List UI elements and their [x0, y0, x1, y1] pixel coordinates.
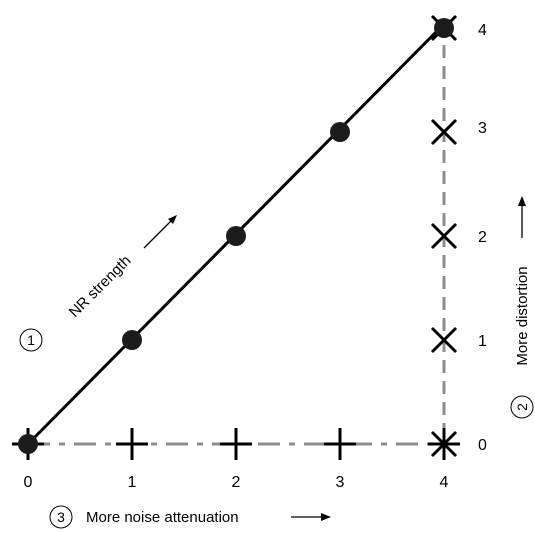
annotation-label: More noise attenuation	[86, 509, 239, 526]
annotation-number: 2	[514, 403, 530, 411]
annotation-label: NR strength	[66, 252, 135, 321]
plus-marker	[116, 428, 148, 460]
dot-marker	[434, 18, 454, 38]
plus-marker	[324, 428, 356, 460]
annotation-number-circle	[49, 505, 73, 529]
x-marker	[430, 326, 458, 354]
y-tick-label: 4	[478, 22, 487, 39]
y-tick-label: 2	[478, 229, 487, 246]
dot-marker	[18, 434, 38, 454]
annotation-number-circle	[19, 328, 43, 352]
x-marker	[430, 222, 458, 250]
annotation-number: 1	[27, 332, 35, 348]
arrow-icon	[143, 215, 177, 249]
x-tick-label: 4	[440, 474, 449, 491]
x-marker	[430, 430, 458, 458]
annotation-number-circle	[510, 395, 534, 419]
x-tick-label: 1	[128, 474, 137, 491]
dot-markers	[18, 18, 454, 454]
x-marker	[430, 118, 458, 146]
dot-marker	[330, 122, 350, 142]
x-tick-label: 2	[232, 474, 241, 491]
y-tick-label: 0	[478, 437, 487, 454]
x-tick-label: 3	[336, 474, 345, 491]
x-tick-label: 0	[24, 474, 33, 491]
y-tick-label: 1	[478, 333, 487, 350]
arrow-icon	[291, 513, 331, 521]
plus-marker	[220, 428, 252, 460]
y-tick-label: 3	[478, 120, 487, 137]
arrow-icon	[518, 196, 526, 238]
annotation-number: 3	[57, 509, 65, 525]
annotation-more-distortion: 2 More distortion	[510, 196, 534, 419]
annotation-label: More distortion	[514, 266, 531, 365]
dot-marker	[122, 330, 142, 350]
annotation-nr-strength: 1 NR strength	[19, 215, 177, 352]
dot-marker	[226, 226, 246, 246]
annotation-more-noise-attenuation: 3 More noise attenuation	[49, 505, 331, 529]
